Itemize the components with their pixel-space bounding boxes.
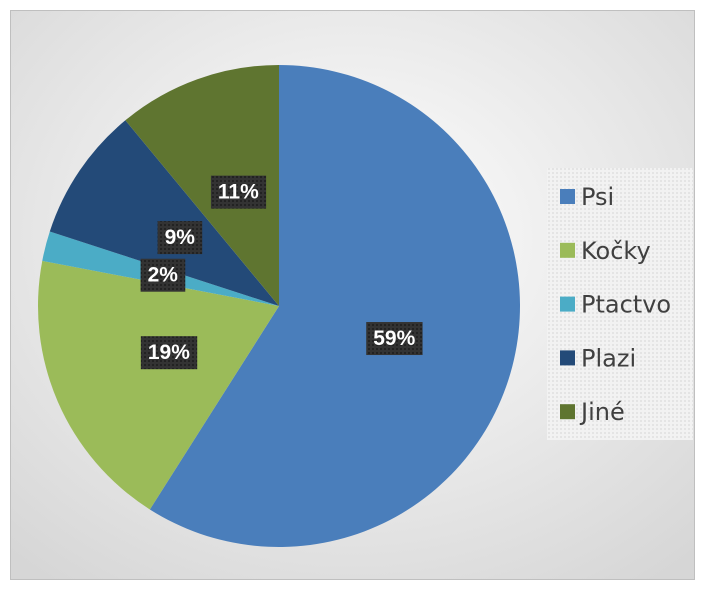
legend-swatch	[560, 242, 575, 258]
legend-swatch	[560, 189, 575, 204]
legend-swatch	[560, 350, 575, 366]
legend-swatch	[560, 404, 575, 420]
data-label: 9%	[165, 226, 196, 249]
legend-label: Kočky	[581, 237, 651, 265]
legend-swatch	[560, 296, 575, 312]
legend-label: Jiné	[579, 398, 625, 426]
pie-slice	[125, 65, 279, 306]
legend-label: Plazi	[581, 344, 636, 372]
data-label-box	[210, 175, 267, 209]
data-label: 19%	[148, 341, 190, 364]
pie-slice	[38, 260, 279, 510]
legend-label: Psi	[581, 183, 614, 211]
data-label-box	[140, 258, 186, 292]
data-label-box	[157, 221, 203, 255]
data-label: 11%	[218, 181, 259, 204]
data-label-box	[366, 322, 423, 356]
data-label-box	[140, 336, 198, 370]
pie-slice	[49, 120, 279, 306]
legend-label: Ptactvo	[581, 291, 671, 319]
data-label: 2%	[148, 264, 179, 287]
data-label: 59%	[373, 327, 415, 350]
pie-slice	[149, 65, 521, 547]
